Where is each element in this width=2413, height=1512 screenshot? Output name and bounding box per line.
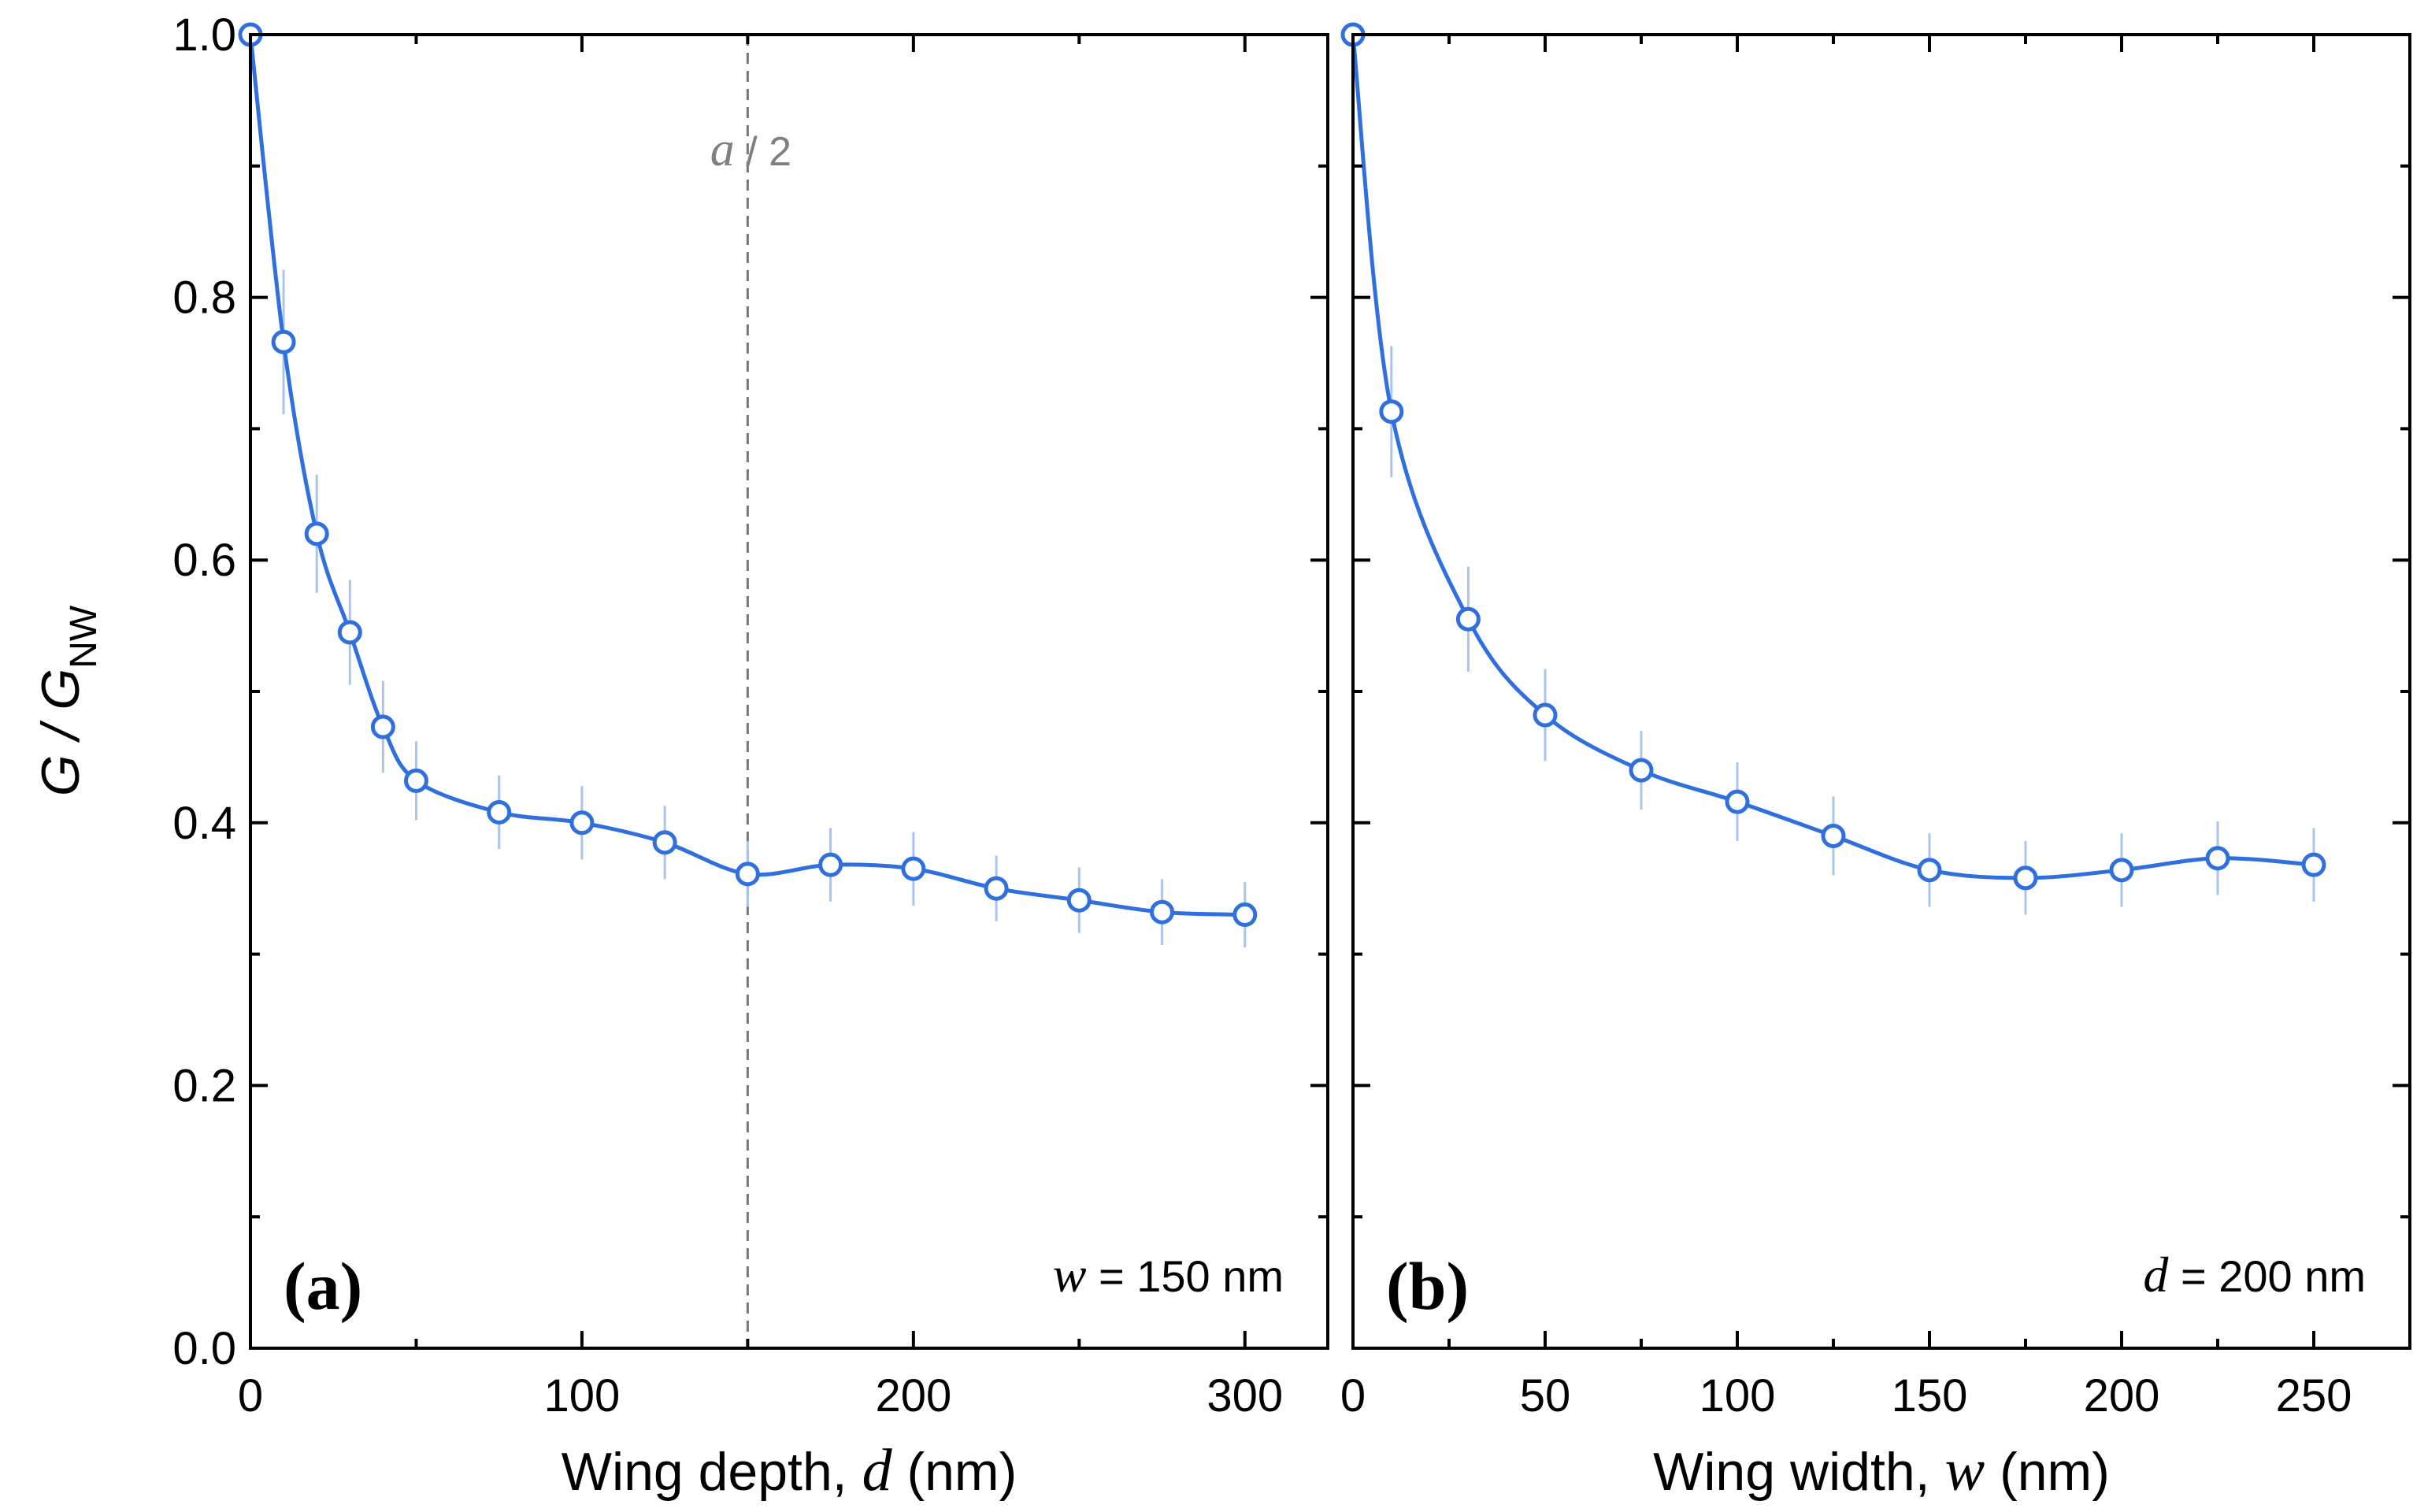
- panel-b: 0 50 100 150 200 250 (b) d = 200 nm Wing widt…: [1340, 22, 2411, 1503]
- data-point: [1150, 899, 1175, 925]
- panel-b-annotation: d = 200 nm: [2143, 1247, 2366, 1303]
- panel-a-guide-label: a / 2: [710, 123, 791, 176]
- panel-a-data-points: [238, 22, 1258, 928]
- data-point: [569, 810, 595, 836]
- x-tick-label: 0: [238, 1370, 263, 1421]
- data-point: [403, 768, 428, 793]
- panel-b-series-line: [1351, 34, 2315, 880]
- x-tick-label: 100: [544, 1370, 621, 1421]
- panel-a: 0.00.20.40.60.81.0 0 100 200 300 a / 2 (a) …: [172, 9, 1329, 1503]
- data-point: [2301, 852, 2326, 877]
- data-point: [1533, 702, 1558, 728]
- data-point: [271, 329, 296, 354]
- data-point: [487, 799, 512, 825]
- panel-a-frame: [249, 33, 1329, 1350]
- data-point: [1066, 888, 1092, 913]
- panel-a-y-tick-labels: 0.0 0.2 0.4 0.6 0.8 1.0: [172, 9, 236, 1374]
- y-axis-label-main: G / G: [31, 669, 91, 796]
- data-point: [735, 862, 760, 887]
- panel-a-x-tick-labels: 0 100 200 300: [238, 1370, 1283, 1421]
- x-tick-label: 50: [1520, 1370, 1571, 1421]
- x-tick-label: 0: [1340, 1370, 1366, 1421]
- panel-b-frame: [1351, 33, 2411, 1350]
- panel-a-x-axis-label: Wing depth, d (nm): [562, 1437, 1017, 1503]
- panel-b-label: (b): [1386, 1248, 1469, 1324]
- y-axis-label: G / GNW: [31, 605, 105, 796]
- panel-a-ticks: [249, 33, 1328, 1350]
- y-axis-label-subscript: NW: [63, 605, 105, 669]
- y-tick-label: 0.2: [172, 1060, 236, 1111]
- data-point: [1725, 789, 1750, 814]
- data-point: [901, 856, 926, 881]
- data-point: [1821, 823, 1846, 848]
- x-tick-label: 150: [1892, 1370, 1968, 1421]
- data-point: [1232, 902, 1258, 928]
- y-tick-label: 0.0: [172, 1323, 236, 1374]
- data-point: [1917, 858, 1942, 883]
- data-point: [652, 830, 677, 855]
- x-tick-label: 200: [875, 1370, 951, 1421]
- x-tick-label: 300: [1206, 1370, 1283, 1421]
- data-point: [1379, 399, 1404, 424]
- data-point: [1455, 606, 1481, 632]
- y-tick-label: 0.8: [172, 272, 236, 324]
- data-point: [304, 521, 329, 547]
- x-tick-label: 250: [2276, 1370, 2352, 1421]
- panel-b-x-tick-labels: 0 50 100 150 200 250: [1340, 1370, 2352, 1421]
- panel-a-annotation: w = 150 nm: [1053, 1247, 1284, 1303]
- data-point: [2013, 865, 2038, 891]
- y-tick-label: 0.4: [172, 798, 236, 849]
- x-tick-label: 100: [1699, 1370, 1776, 1421]
- data-point: [337, 620, 362, 645]
- x-tick-label: 200: [2084, 1370, 2160, 1421]
- panel-b-data-points: [1340, 22, 2326, 891]
- panel-a-error-bars: [282, 269, 1247, 948]
- data-point: [2205, 846, 2230, 871]
- data-point: [818, 852, 843, 877]
- data-point: [1629, 758, 1654, 783]
- panel-b-error-bars: [1390, 346, 2315, 915]
- y-tick-label: 1.0: [172, 9, 236, 61]
- data-point: [984, 876, 1009, 901]
- panel-b-x-axis-label: Wing width, w (nm): [1653, 1437, 2110, 1503]
- panel-b-ticks: [1351, 33, 2410, 1350]
- y-tick-label: 0.6: [172, 535, 236, 586]
- data-point: [370, 714, 395, 739]
- data-point: [2109, 858, 2134, 883]
- panel-a-label: (a): [284, 1248, 362, 1324]
